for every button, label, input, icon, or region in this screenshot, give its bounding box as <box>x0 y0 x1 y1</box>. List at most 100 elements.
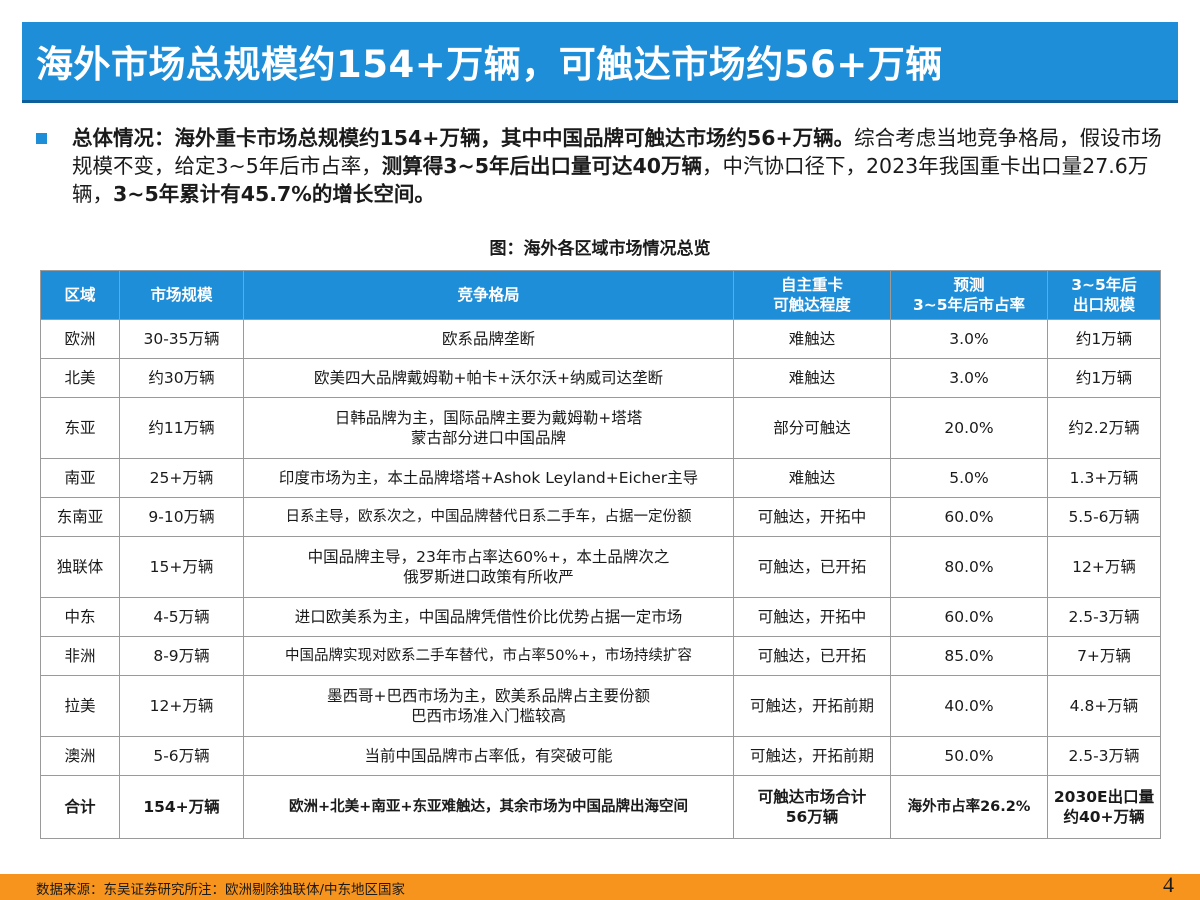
cell-share: 40.0% <box>890 675 1048 737</box>
header-export-line1: 3~5年后 <box>1071 276 1137 294</box>
summary-part-1: 总体情况：海外重卡市场总规模约154+万辆，其中中国品牌可触达市场约56+万辆。 <box>72 126 855 150</box>
cell-export: 2.5-3万辆 <box>1047 736 1161 776</box>
header-export: 3~5年后出口规模 <box>1047 270 1161 320</box>
page-number: 4 <box>1163 872 1174 897</box>
cell-share: 80.0% <box>890 536 1048 598</box>
header-competition: 竞争格局 <box>243 270 734 320</box>
cell-competition: 中国品牌主导，23年市占率达60%+，本土品牌次之 俄罗斯进口政策有所收严 <box>243 536 734 598</box>
total-export-line2: 约40+万辆 <box>1063 808 1145 826</box>
cell-reach: 难触达 <box>733 319 891 359</box>
cell-share: 3.0% <box>890 358 1048 398</box>
total-size: 154+万辆 <box>119 775 244 839</box>
cell-export: 4.8+万辆 <box>1047 675 1161 737</box>
cell-region: 东亚 <box>40 397 120 459</box>
footer-bar <box>0 874 1200 900</box>
total-export: 2030E出口量 约40+万辆 <box>1047 775 1161 839</box>
cell-region: 南亚 <box>40 458 120 498</box>
table-row: 南亚 25+万辆 印度市场为主，本土品牌塔塔+Ashok Leyland+Eic… <box>40 458 1161 498</box>
cell-share: 20.0% <box>890 397 1048 459</box>
cell-region: 独联体 <box>40 536 120 598</box>
table-row: 东亚 约11万辆 日韩品牌为主，国际品牌主要为戴姆勒+塔塔 蒙古部分进口中国品牌 … <box>40 397 1161 459</box>
market-table: 区域 市场规模 竞争格局 自主重卡可触达程度 预测 3~5年后市占率 3~5年后出… <box>40 270 1161 839</box>
cell-size: 9-10万辆 <box>119 497 244 537</box>
title-bar: 海外市场总规模约154+万辆，可触达市场约56+万辆 <box>22 22 1178 100</box>
cell-region: 北美 <box>40 358 120 398</box>
cell-competition-line2: 巴西市场准入门槛较高 <box>410 707 566 725</box>
cell-competition: 印度市场为主，本土品牌塔塔+Ashok Leyland+Eicher主导 <box>243 458 734 498</box>
cell-competition-line1: 中国品牌主导，23年市占率达60%+，本土品牌次之 <box>307 548 670 566</box>
cell-size: 15+万辆 <box>119 536 244 598</box>
cell-reach: 可触达，开拓中 <box>733 597 891 637</box>
header-reach: 自主重卡 可触达程度 <box>733 270 891 320</box>
cell-reach: 可触达，开拓中 <box>733 497 891 537</box>
summary-text: 总体情况：海外重卡市场总规模约154+万辆，其中中国品牌可触达市场约56+万辆。… <box>72 124 1176 208</box>
cell-export: 12+万辆 <box>1047 536 1161 598</box>
cell-size: 约11万辆 <box>119 397 244 459</box>
header-reach-line1: 自主重卡 <box>780 276 843 294</box>
cell-competition: 中国品牌实现对欧系二手车替代，市占率50%+，市场持续扩容 <box>243 636 734 676</box>
cell-region: 中东 <box>40 597 120 637</box>
cell-export: 5.5-6万辆 <box>1047 497 1161 537</box>
total-reach-line1: 可触达市场合计 <box>757 788 867 806</box>
header-region: 区域 <box>40 270 120 320</box>
total-share: 海外市占率26.2% <box>890 775 1048 839</box>
cell-competition-line2: 蒙古部分进口中国品牌 <box>410 429 566 447</box>
table-row: 欧洲 30-35万辆 欧系品牌垄断 难触达 3.0% 约1万辆 <box>40 319 1161 359</box>
cell-share: 60.0% <box>890 497 1048 537</box>
cell-competition-line1: 日韩品牌为主，国际品牌主要为戴姆勒+塔塔 <box>334 409 643 427</box>
total-competition: 欧洲+北美+南亚+东亚难触达，其余市场为中国品牌出海空间 <box>243 775 734 839</box>
summary-part-2: 综合考虑当地竞争格局，假设市场规模不变，给定3~5年后市占率， <box>72 126 1162 178</box>
header-share: 预测 3~5年后市占率 <box>890 270 1048 320</box>
table-row: 澳洲 5-6万辆 当前中国品牌市占率低，有突破可能 可触达，开拓前期 50.0%… <box>40 736 1161 776</box>
cell-share: 50.0% <box>890 736 1048 776</box>
total-reach-line2: 56万辆 <box>785 808 839 826</box>
cell-export: 约1万辆 <box>1047 319 1161 359</box>
cell-export: 约1万辆 <box>1047 358 1161 398</box>
cell-region: 澳洲 <box>40 736 120 776</box>
table-row: 拉美 12+万辆 墨西哥+巴西市场为主，欧美系品牌占主要份额 巴西市场准入门槛较高… <box>40 675 1161 737</box>
cell-export: 7+万辆 <box>1047 636 1161 676</box>
table-total-row: 合计 154+万辆 欧洲+北美+南亚+东亚难触达，其余市场为中国品牌出海空间 可… <box>40 775 1161 839</box>
total-export-line1: 2030E出口量 <box>1053 788 1155 806</box>
header-share-line2: 3~5年后市占率 <box>912 296 1026 314</box>
cell-reach: 难触达 <box>733 458 891 498</box>
table-row: 非洲 8-9万辆 中国品牌实现对欧系二手车替代，市占率50%+，市场持续扩容 可… <box>40 636 1161 676</box>
table-header-row: 区域 市场规模 竞争格局 自主重卡可触达程度 预测 3~5年后市占率 3~5年后出… <box>40 270 1161 320</box>
cell-size: 12+万辆 <box>119 675 244 737</box>
cell-share: 85.0% <box>890 636 1048 676</box>
table-row: 北美 约30万辆 欧美四大品牌戴姆勒+帕卡+沃尔沃+纳威司达垄断 难触达 3.0… <box>40 358 1161 398</box>
table-row: 东南亚 9-10万辆 日系主导，欧系次之，中国品牌替代日系二手车，占据一定份额 … <box>40 497 1161 537</box>
cell-competition-line1: 墨西哥+巴西市场为主，欧美系品牌占主要份额 <box>327 687 650 705</box>
total-region: 合计 <box>40 775 120 839</box>
cell-region: 欧洲 <box>40 319 120 359</box>
cell-competition: 欧美四大品牌戴姆勒+帕卡+沃尔沃+纳威司达垄断 <box>243 358 734 398</box>
source-note: 数据来源：东吴证券研究所注：欧洲剔除独联体/中东地区国家 <box>36 882 406 898</box>
cell-size: 30-35万辆 <box>119 319 244 359</box>
header-size: 市场规模 <box>119 270 244 320</box>
summary-part-3: 测算得3~5年后出口量可达40万辆 <box>381 154 702 178</box>
cell-size: 25+万辆 <box>119 458 244 498</box>
total-reach: 可触达市场合计 56万辆 <box>733 775 891 839</box>
cell-export: 1.3+万辆 <box>1047 458 1161 498</box>
cell-export: 2.5-3万辆 <box>1047 597 1161 637</box>
header-reach-line2: 可触达程度 <box>773 296 851 314</box>
header-export-line2: 出口规模 <box>1072 296 1135 314</box>
cell-competition: 墨西哥+巴西市场为主，欧美系品牌占主要份额 巴西市场准入门槛较高 <box>243 675 734 737</box>
cell-region: 拉美 <box>40 675 120 737</box>
page-title: 海外市场总规模约154+万辆，可触达市场约56+万辆 <box>36 43 943 86</box>
table-row: 独联体 15+万辆 中国品牌主导，23年市占率达60%+，本土品牌次之 俄罗斯进口… <box>40 536 1161 598</box>
cell-reach: 难触达 <box>733 358 891 398</box>
cell-competition-line2: 俄罗斯进口政策有所收严 <box>403 568 574 586</box>
cell-region: 东南亚 <box>40 497 120 537</box>
cell-competition: 日系主导，欧系次之，中国品牌替代日系二手车，占据一定份额 <box>243 497 734 537</box>
cell-reach: 部分可触达 <box>733 397 891 459</box>
figure-title: 图：海外各区域市场情况总览 <box>489 239 711 259</box>
cell-competition: 进口欧美系为主，中国品牌凭借性价比优势占据一定市场 <box>243 597 734 637</box>
cell-export: 约2.2万辆 <box>1047 397 1161 459</box>
cell-region: 非洲 <box>40 636 120 676</box>
cell-reach: 可触达，开拓前期 <box>733 736 891 776</box>
cell-size: 约30万辆 <box>119 358 244 398</box>
cell-reach: 可触达，开拓前期 <box>733 675 891 737</box>
summary-block: 总体情况：海外重卡市场总规模约154+万辆，其中中国品牌可触达市场约56+万辆。… <box>36 124 1176 208</box>
square-bullet-icon <box>36 133 47 144</box>
